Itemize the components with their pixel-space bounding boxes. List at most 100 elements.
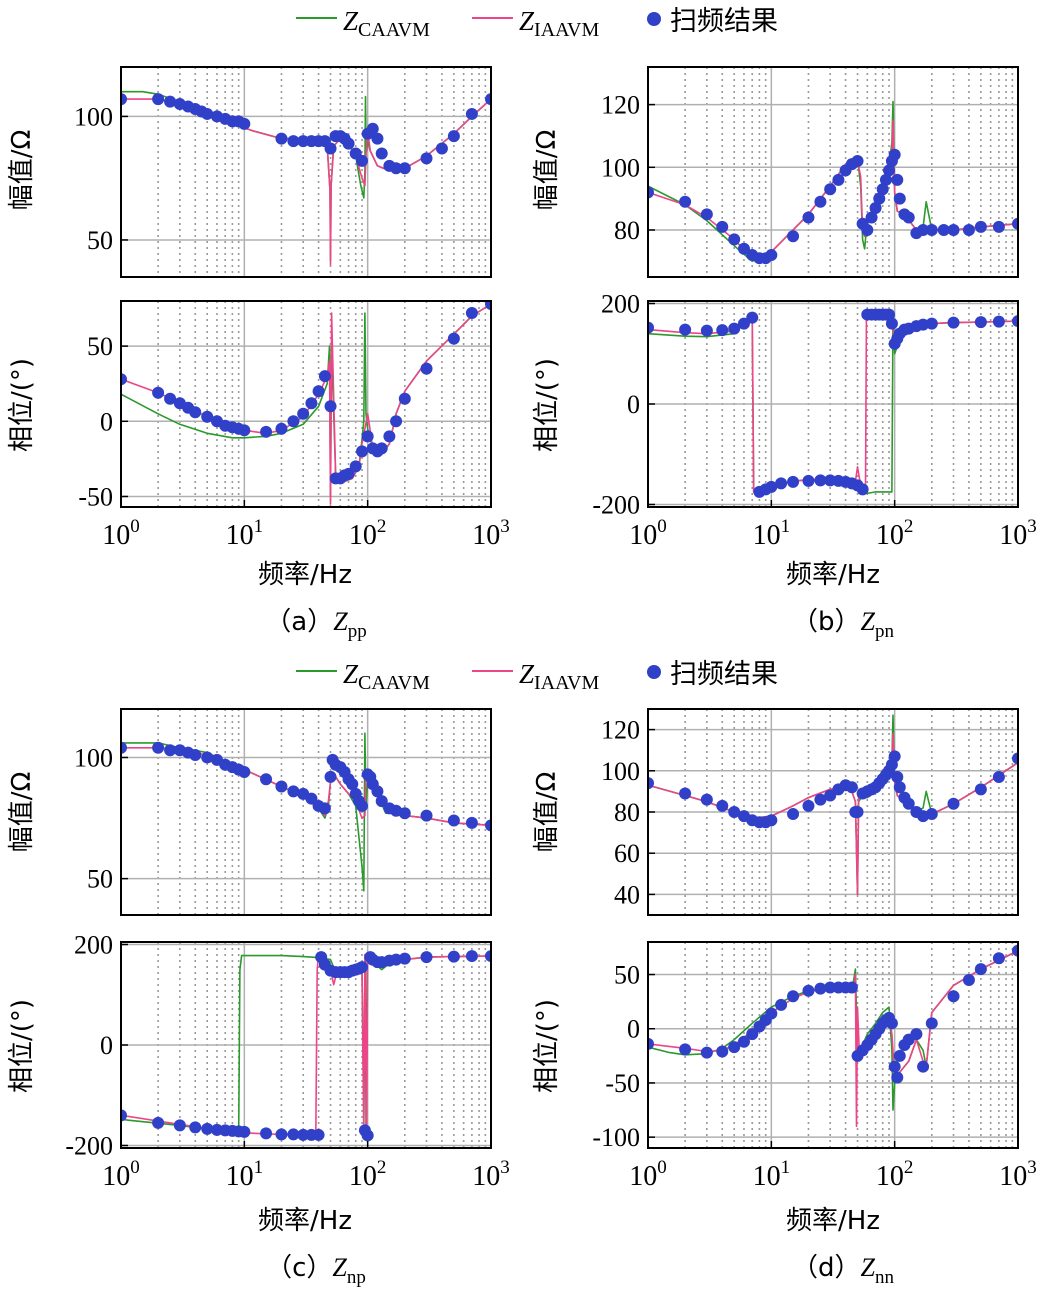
scan-point [1012, 944, 1018, 957]
scan-point [121, 373, 127, 386]
panel-d-phase-ylabel: 相位/(°) [532, 999, 562, 1093]
scan-point [888, 148, 901, 161]
scan-point [173, 1119, 186, 1132]
scan-point [201, 107, 214, 120]
panel-d-caption: （d）Znn [792, 1253, 894, 1288]
y-tick-label: 100 [601, 757, 640, 786]
scan-point [716, 220, 729, 233]
scan-point [902, 211, 915, 224]
scan-point [260, 425, 273, 438]
panel-a-mag-ylabel: 幅值/Ω [7, 130, 37, 211]
x-tick-label: 103 [999, 1157, 1037, 1192]
scan-point [925, 223, 938, 236]
scan-point [775, 477, 788, 490]
series-group [648, 308, 1018, 498]
scan-point [885, 317, 898, 330]
panel-b-mag-ylabel: 幅值/Ω [532, 130, 562, 211]
scan-point [679, 787, 692, 800]
chart-a-phase: -50 0 50 100 101 102 103 [78, 300, 510, 551]
scan-point [728, 806, 741, 818]
y-tick-label: 100 [74, 102, 113, 131]
scan-point [746, 311, 759, 324]
legend-caavm-label: ZCAAVM [343, 659, 430, 694]
y-tick-label: 100 [601, 153, 640, 182]
scan-point [297, 407, 310, 420]
scan-point [824, 183, 837, 196]
scan-point [238, 766, 251, 779]
iaavm-line [648, 949, 1018, 1128]
scan-point [260, 773, 273, 786]
iaavm-line [121, 746, 491, 827]
scan-point [485, 950, 491, 963]
scan-point [917, 223, 930, 236]
scan-point [287, 785, 300, 798]
scan-point [275, 132, 288, 145]
series-group [648, 100, 1018, 265]
scan-point [700, 208, 713, 221]
scan-point [869, 202, 882, 215]
scan-point [787, 230, 800, 243]
y-tick-label: 0 [627, 390, 640, 419]
scan-point [324, 400, 337, 413]
panel-b-xlabel: 频率/Hz [786, 560, 880, 590]
scan-point [974, 963, 987, 976]
y-tick-label: 120 [601, 716, 640, 745]
scan-point [814, 474, 827, 487]
plot-frame [120, 66, 492, 278]
scan-point [152, 1116, 165, 1129]
scan-point [992, 315, 1005, 328]
y-tick-label: 80 [614, 798, 640, 827]
scan-point [1012, 315, 1018, 328]
scan-point [902, 797, 915, 810]
scan-point [700, 1046, 713, 1059]
y-tick-label: 40 [614, 880, 640, 909]
scan-point [648, 321, 654, 334]
panel-d-mag-ylabel: 幅值/Ω [532, 772, 562, 853]
scan-point [238, 1125, 251, 1138]
iaavm-line [648, 732, 1018, 896]
y-tick-label: -100 [592, 1123, 640, 1152]
scan-point [189, 406, 202, 419]
scan-point [885, 1017, 898, 1030]
scan-point [765, 1007, 778, 1020]
scan-point [728, 1041, 741, 1054]
scan-point [937, 223, 950, 236]
scan-point [164, 392, 177, 405]
scan-point [398, 392, 411, 405]
scan-point [238, 117, 251, 130]
scan-point [832, 173, 845, 186]
scan-point [865, 211, 878, 224]
scan-point [356, 799, 369, 812]
scan-point [275, 422, 288, 435]
plot-frame [120, 708, 492, 916]
scan-point [390, 953, 403, 966]
scan-point [888, 750, 901, 763]
scan-point [992, 220, 1005, 233]
scan-point [737, 242, 750, 255]
x-tick-label: 100 [102, 516, 140, 551]
scan-point [1012, 217, 1018, 230]
scan-point [775, 998, 788, 1011]
x-tick-label: 103 [472, 1157, 510, 1192]
scan-point [947, 797, 960, 810]
series-group [121, 950, 491, 1142]
scan-point [992, 952, 1005, 965]
panel-c-mag-ylabel: 幅值/Ω [7, 772, 37, 853]
scan-point [121, 741, 127, 754]
scan-point [121, 93, 127, 106]
y-tick-label: -200 [65, 1131, 113, 1160]
series-group [121, 301, 491, 505]
scan-point [312, 385, 325, 398]
legend-iaavm-label: ZIAAVM [519, 659, 599, 694]
scan-point [728, 322, 741, 335]
y-tick-label: 50 [87, 332, 113, 361]
scan-point [947, 316, 960, 329]
scan-point [962, 223, 975, 236]
scan-point [700, 324, 713, 337]
scan-point [189, 1121, 202, 1134]
panel-a-caption: （a）Zpp [265, 607, 366, 642]
scan-point [856, 483, 869, 496]
x-tick-label: 101 [753, 1157, 791, 1192]
legend-caavm-label: ZCAAVM [343, 6, 430, 41]
